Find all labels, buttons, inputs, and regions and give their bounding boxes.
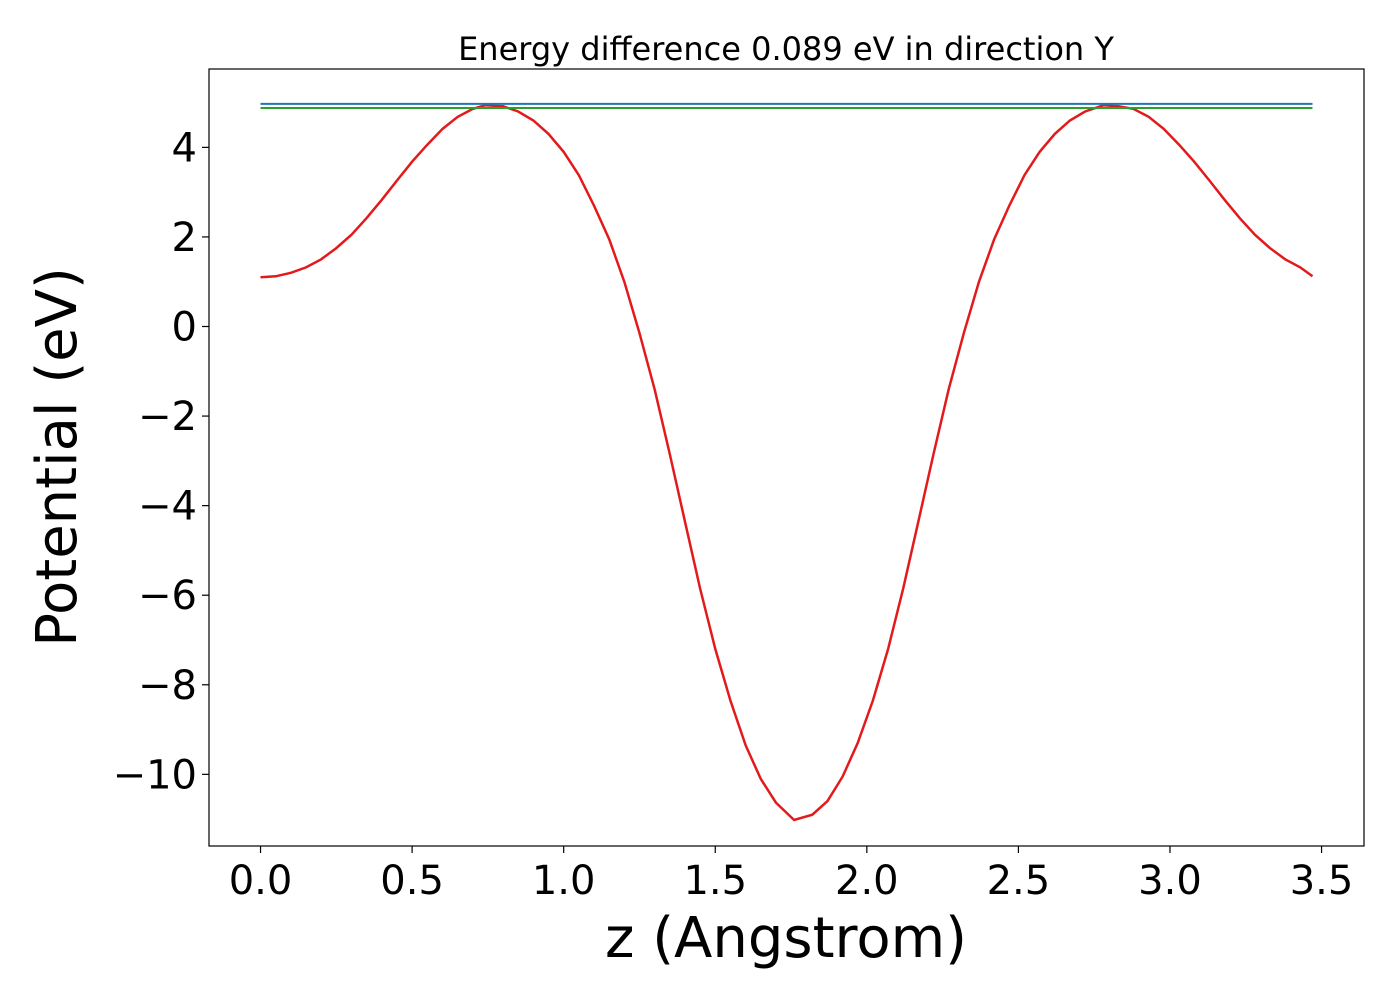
y-tick-label: 2	[172, 215, 197, 261]
x-tick-label: 1.0	[532, 858, 596, 904]
x-tick-label: 1.5	[683, 858, 747, 904]
y-tick-label: −2	[138, 394, 197, 440]
y-tick-label: −6	[138, 573, 197, 619]
x-tick-label: 0.0	[229, 858, 293, 904]
y-tick-label: −10	[113, 752, 197, 798]
y-axis-ticks: 4 2 0 −2 −4 −6 −8 −10	[113, 125, 209, 798]
chart-title: Energy difference 0.089 eV in direction …	[458, 30, 1114, 68]
x-tick-label: 0.5	[380, 858, 444, 904]
y-tick-label: 0	[172, 305, 197, 351]
plot-area-frame	[208, 68, 1365, 847]
x-tick-label: 2.0	[835, 858, 899, 904]
y-tick-label: 4	[172, 125, 197, 171]
y-tick-label: −8	[138, 663, 197, 709]
y-axis-label: Potential (eV)	[25, 267, 90, 647]
x-tick-label: 3.0	[1138, 858, 1202, 904]
series-line-0	[260, 104, 1314, 822]
x-axis-label: z (Angstrom)	[605, 906, 967, 971]
y-tick-label: −4	[138, 484, 197, 530]
series-layer	[260, 102, 1314, 822]
x-tick-label: 2.5	[987, 858, 1051, 904]
x-axis-ticks: 0.0 0.5 1.0 1.5 2.0 2.5 3.0 3.5	[229, 846, 1354, 904]
x-tick-label: 3.5	[1290, 858, 1354, 904]
